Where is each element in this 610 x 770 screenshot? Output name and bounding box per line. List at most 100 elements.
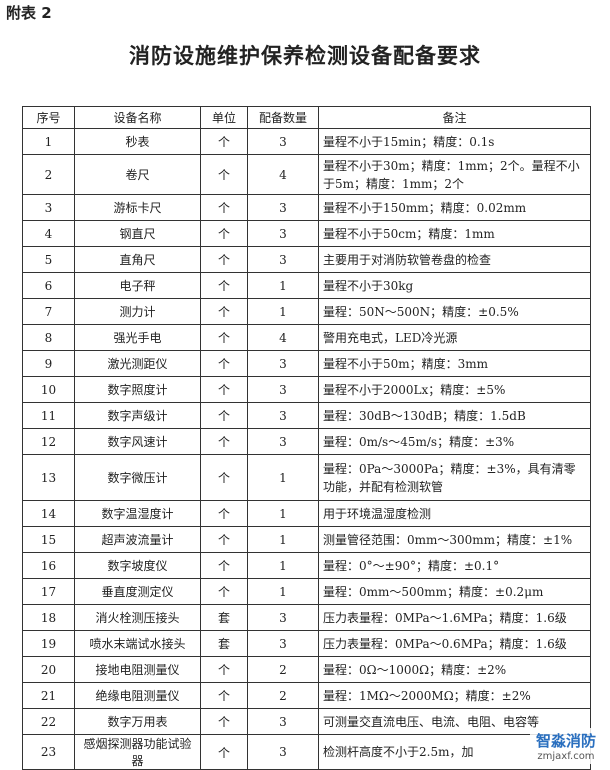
- remark: 警用充电式，LED冷光源: [318, 324, 591, 351]
- table-row: 4 钢直尺个 3 量程不小于50cm；精度：1mm: [22, 220, 591, 247]
- remark: 测量管径范围：0mm～300mm；精度：±1%: [318, 526, 591, 553]
- row-number: 19: [22, 630, 75, 657]
- remark: 量程：0Pa～3000Pa；精度：±3%，具有清零功能，并配有检测软管: [318, 454, 591, 501]
- unit: 个: [200, 526, 248, 553]
- unit: 个: [200, 220, 248, 247]
- equipment-name: 垂直度测定仪: [74, 578, 201, 605]
- quantity: 1: [247, 500, 319, 527]
- row-number: 8: [22, 324, 75, 351]
- equipment-name: 数字温湿度计: [74, 500, 201, 527]
- equipment-name: 数字声级计: [74, 402, 201, 429]
- remark: 量程：0mm～500mm；精度：±0.2μm: [318, 578, 591, 605]
- row-number: 18: [22, 604, 75, 631]
- remark: 压力表量程：0MPa～1.6MPa；精度：1.6级: [318, 604, 591, 631]
- row-number: 10: [22, 376, 75, 403]
- table-row: 9 激光测距仪个 3 量程不小于50m；精度：3mm: [22, 350, 591, 377]
- remark: 量程不小于15min；精度：0.1s: [318, 128, 591, 155]
- equipment-name: 数字照度计: [74, 376, 201, 403]
- equipment-name: 消火栓测压接头: [74, 604, 201, 631]
- quantity: 2: [247, 656, 319, 683]
- quantity: 3: [247, 246, 319, 273]
- row-number: 12: [22, 428, 75, 455]
- unit: 个: [200, 656, 248, 683]
- remark: 用于环境温湿度检测: [318, 500, 591, 527]
- table-row: 3 游标卡尺个 3 量程不小于150mm；精度：0.02mm: [22, 194, 591, 221]
- row-number: 6: [22, 272, 75, 299]
- equipment-name: 强光手电: [74, 324, 201, 351]
- table-row: 12 数字风速计个 3 量程：0m/s～45m/s；精度：±3%: [22, 428, 591, 455]
- equipment-name: 喷水末端试水接头: [74, 630, 201, 657]
- appendix-label: 附表 2: [6, 4, 52, 22]
- quantity: 1: [247, 454, 319, 501]
- row-number: 5: [22, 246, 75, 273]
- equipment-name: 数字万用表: [74, 708, 201, 735]
- equipment-name: 卷尺: [74, 154, 201, 195]
- table-row: 1 秒表个 3 量程不小于15min；精度：0.1s: [22, 128, 591, 155]
- equipment-name: 直角尺: [74, 246, 201, 273]
- unit: 个: [200, 154, 248, 195]
- column-header: 配备数量: [247, 106, 319, 129]
- unit: 个: [200, 128, 248, 155]
- row-number: 4: [22, 220, 75, 247]
- remark: 量程不小于150mm；精度：0.02mm: [318, 194, 591, 221]
- watermark-site: zmjaxf.com: [537, 751, 595, 762]
- equipment-name: 数字微压计: [74, 454, 201, 501]
- equipment-name: 感烟探测器功能试验器: [74, 734, 201, 770]
- column-header: 备注: [318, 106, 591, 129]
- unit: 个: [200, 402, 248, 429]
- row-number: 17: [22, 578, 75, 605]
- row-number: 16: [22, 552, 75, 579]
- watermark-name: 智淼消防: [535, 732, 596, 750]
- remark: 量程不小于30m；精度：1mm；2个。量程不小于5m；精度：1mm；2个: [318, 154, 591, 195]
- remark: 量程：50N～500N；精度：±0.5%: [318, 298, 591, 325]
- row-number: 7: [22, 298, 75, 325]
- table-row: 19 喷水末端试水接头套 3 压力表量程：0MPa～0.6MPa；精度：1.6级: [22, 630, 591, 657]
- watermark: 智淼消防 zmjaxf.com: [529, 728, 602, 764]
- equipment-name: 绝缘电阻测量仪: [74, 682, 201, 709]
- table-row: 22 数字万用表个 3 可测量交直流电压、电流、电阻、电容等: [22, 708, 591, 735]
- equipment-name: 超声波流量计: [74, 526, 201, 553]
- row-number: 13: [22, 454, 75, 501]
- unit: 个: [200, 324, 248, 351]
- equipment-name: 数字风速计: [74, 428, 201, 455]
- row-number: 1: [22, 128, 75, 155]
- remark: 量程：1MΩ～2000MΩ；精度：±2%: [318, 682, 591, 709]
- unit: 个: [200, 708, 248, 735]
- table-row: 8 强光手电个 4 警用充电式，LED冷光源: [22, 324, 591, 351]
- unit: 个: [200, 500, 248, 527]
- equipment-name: 电子秤: [74, 272, 201, 299]
- table-row: 15 超声波流量计个 1 测量管径范围：0mm～300mm；精度：±1%: [22, 526, 591, 553]
- row-number: 14: [22, 500, 75, 527]
- table-row: 5 直角尺个 3 主要用于对消防软管卷盘的检查: [22, 246, 591, 273]
- equipment-name: 激光测距仪: [74, 350, 201, 377]
- quantity: 4: [247, 324, 319, 351]
- table-row: 11 数字声级计个 3 量程：30dB～130dB；精度：1.5dB: [22, 402, 591, 429]
- table-row: 21 绝缘电阻测量仪个 2 量程：1MΩ～2000MΩ；精度：±2%: [22, 682, 591, 709]
- quantity: 1: [247, 526, 319, 553]
- table-row: 23 感烟探测器功能试验器个 3 检测杆高度不小于2.5m，加: [22, 734, 591, 770]
- quantity: 1: [247, 272, 319, 299]
- quantity: 3: [247, 734, 319, 770]
- unit: 套: [200, 604, 248, 631]
- remark: 量程：0Ω～1000Ω；精度：±2%: [318, 656, 591, 683]
- table-row: 18 消火栓测压接头套 3 压力表量程：0MPa～1.6MPa；精度：1.6级: [22, 604, 591, 631]
- quantity: 3: [247, 428, 319, 455]
- remark: 主要用于对消防软管卷盘的检查: [318, 246, 591, 273]
- table-row: 14 数字温湿度计个 1 用于环境温湿度检测: [22, 500, 591, 527]
- table-row: 20 接地电阻测量仪个 2 量程：0Ω～1000Ω；精度：±2%: [22, 656, 591, 683]
- unit: 个: [200, 552, 248, 579]
- quantity: 3: [247, 402, 319, 429]
- row-number: 20: [22, 656, 75, 683]
- unit: 个: [200, 272, 248, 299]
- remark: 量程：30dB～130dB；精度：1.5dB: [318, 402, 591, 429]
- column-header: 序号: [22, 106, 75, 129]
- quantity: 2: [247, 682, 319, 709]
- remark: 量程不小于50cm；精度：1mm: [318, 220, 591, 247]
- row-number: 23: [22, 734, 75, 770]
- row-number: 22: [22, 708, 75, 735]
- unit: 个: [200, 194, 248, 221]
- quantity: 1: [247, 578, 319, 605]
- unit: 个: [200, 428, 248, 455]
- row-number: 3: [22, 194, 75, 221]
